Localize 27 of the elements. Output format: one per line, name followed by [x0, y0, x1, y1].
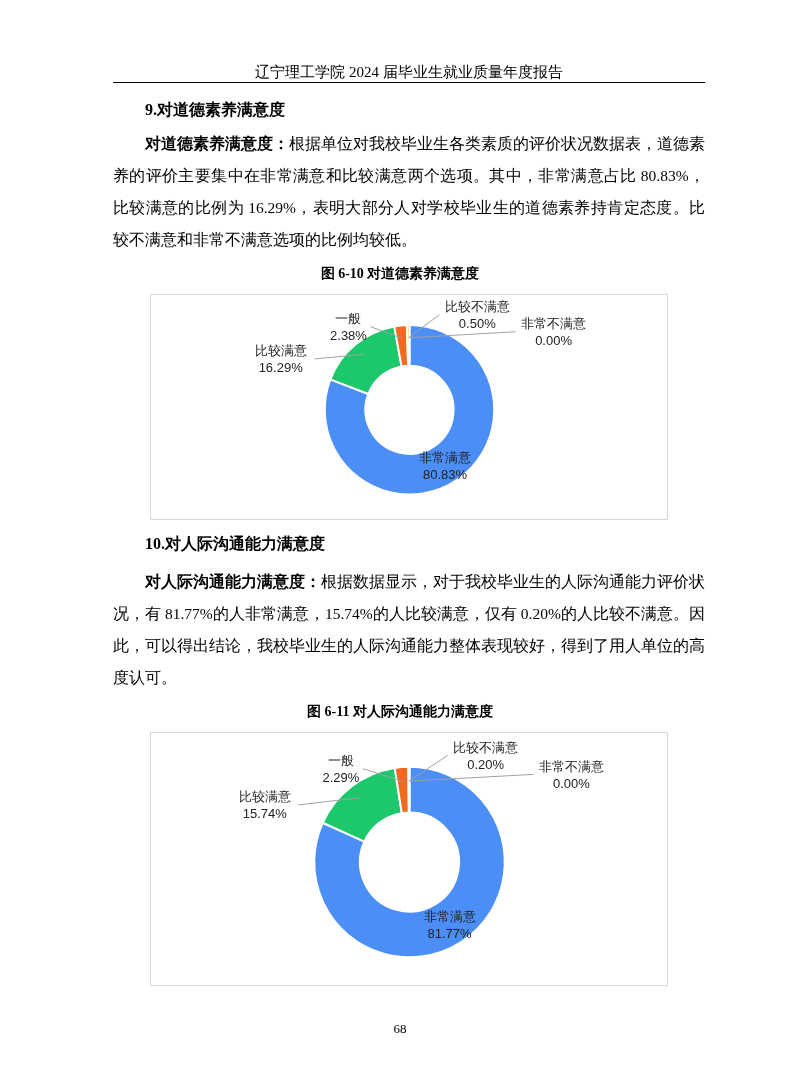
- slice-label: 比较不满意: [444, 299, 510, 315]
- text: 10.对人际沟通能力满意度: [145, 534, 325, 554]
- text: 0.00%: [535, 333, 573, 349]
- text: 辽宁理工学院 2024 届毕业生就业质量年度报告: [113, 0, 705, 83]
- slice-label: 比较满意: [238, 789, 291, 805]
- data-label: 81.77%: [427, 926, 472, 942]
- data-label: 0.20%: [467, 756, 505, 772]
- slice-label: 比较不满意: [453, 739, 519, 755]
- category-label: 非常不满意: [538, 758, 604, 774]
- data-label: 0.50%: [458, 316, 497, 332]
- text: 对道德素养满意度：: [145, 135, 289, 152]
- chart-title: 图 6-11 对人际沟通能力满意度: [306, 703, 494, 721]
- data-label: 16.29%: [258, 360, 304, 376]
- slice-label: 一般: [327, 753, 354, 769]
- text: 68: [392, 1020, 408, 1038]
- text: 0.00%: [552, 775, 590, 791]
- data-label: 15.74%: [242, 806, 288, 822]
- category-label: 非常不满意: [521, 316, 587, 332]
- data-label: 2.29%: [322, 770, 360, 786]
- text: 9.对道德素养满意度: [145, 100, 285, 120]
- chart-title: 图 6-10 对道德素养满意度: [319, 265, 481, 283]
- text: 对人际沟通能力满意度：: [145, 573, 321, 590]
- slice-label: 非常满意: [419, 450, 472, 466]
- slice-label: 一般: [335, 311, 362, 327]
- slice-label: 比较满意: [254, 343, 307, 359]
- slice-label: 非常满意: [423, 909, 476, 925]
- data-label: 2.38%: [330, 328, 368, 344]
